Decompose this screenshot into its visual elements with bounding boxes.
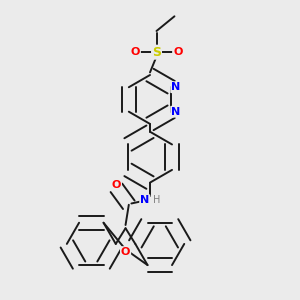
Text: O: O xyxy=(173,47,182,57)
Text: N: N xyxy=(140,195,149,205)
Text: N: N xyxy=(171,107,180,117)
Text: O: O xyxy=(112,180,121,190)
Text: N: N xyxy=(171,82,180,92)
Text: O: O xyxy=(130,47,140,57)
Text: S: S xyxy=(152,46,161,59)
Text: O: O xyxy=(121,247,130,257)
Text: H: H xyxy=(154,195,161,205)
